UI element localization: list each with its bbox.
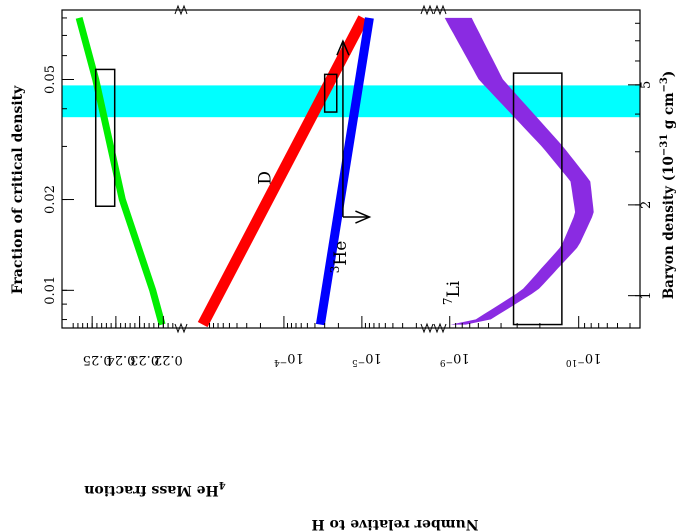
he4-curve xyxy=(75,16,166,326)
he3-arrows xyxy=(336,39,372,224)
log-tick-label: 10−10 xyxy=(566,350,602,367)
d-curve xyxy=(197,15,369,328)
he4-tick-label: 0.25 xyxy=(83,352,112,367)
left-tick-label: 0.02 xyxy=(43,185,58,214)
he4-tick-label: 0.23 xyxy=(130,352,159,367)
labels: Fraction of critical density Baryon dens… xyxy=(10,71,677,531)
axis-break-mark xyxy=(174,322,188,334)
observation-box-1 xyxy=(94,68,116,207)
left-tick-label: 0.01 xyxy=(43,276,58,305)
axis-break-mark xyxy=(420,322,434,334)
upper-limit-arrow-head xyxy=(336,39,350,56)
he3-label: 3He xyxy=(328,241,351,274)
right-tick-label: 5 xyxy=(639,81,654,89)
observation-boxes xyxy=(94,68,563,326)
abundance-curves xyxy=(75,15,594,328)
he4-tick-label: 0.22 xyxy=(154,352,183,367)
he4-tick-label: 0.24 xyxy=(106,352,135,367)
plot-frame xyxy=(61,9,641,329)
right-tick-label: 1 xyxy=(639,292,654,300)
log-tick-label: 10−9 xyxy=(440,350,470,367)
axis-break-mark xyxy=(420,4,434,16)
li7-label: 7Li xyxy=(441,280,464,305)
he3-curve xyxy=(315,17,374,326)
right-axis-title: Baryon density (10−31 g cm−3) xyxy=(659,71,677,300)
d-label: D xyxy=(255,171,275,185)
right-tick-label: 2 xyxy=(639,201,654,209)
axes: 0.01 0.02 0.05 1 2 5 0.220.230.240.25 10−4 10−5 1… xyxy=(43,4,654,367)
axis-break-mark xyxy=(174,4,188,16)
log-tick-label: 10−5 xyxy=(352,350,382,367)
observation-box-3 xyxy=(512,72,563,326)
he4-axis-title: 4He Mass fraction xyxy=(84,479,225,498)
li7-curve xyxy=(444,17,594,325)
axis-break-mark xyxy=(433,322,447,334)
observation-box-2 xyxy=(323,73,338,113)
left-axis-title: Fraction of critical density xyxy=(10,85,26,294)
axis-break-mark xyxy=(433,4,447,16)
left-tick-label: 0.05 xyxy=(43,65,58,94)
lower-limit-arrow-head xyxy=(355,210,372,224)
log-tick-label: 10−4 xyxy=(274,350,304,367)
number-axis-title: Number relative to H xyxy=(311,516,478,531)
